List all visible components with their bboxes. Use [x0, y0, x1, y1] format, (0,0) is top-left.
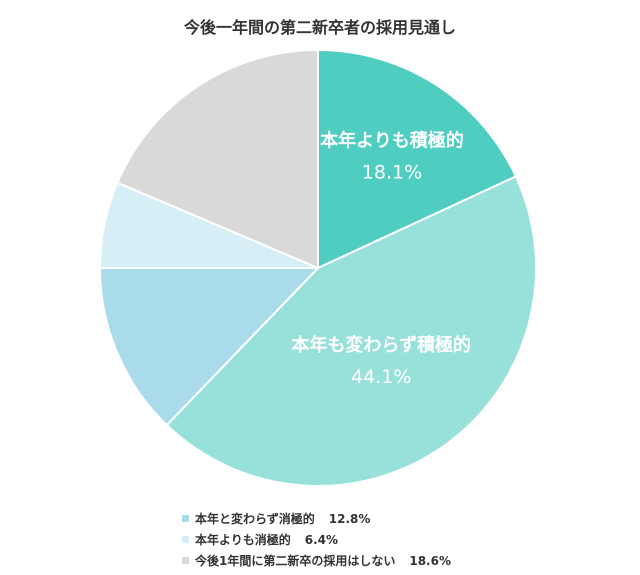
legend-item: 本年と変わらず消極的 12.8%: [182, 508, 451, 529]
legend-swatch: [182, 515, 189, 522]
slice-label: 本年も変わらず積極的: [291, 334, 471, 356]
legend-item: 今後1年間に第二新卒の採用はしない 18.6%: [182, 550, 451, 571]
pie-slice: [116, 48, 319, 270]
legend-value: 12.8%: [328, 511, 371, 526]
pie-chart: 本年よりも積極的 18.1% 本年も変わらず積極的 44.1%: [98, 48, 537, 487]
legend: 本年と変わらず消極的 12.8% 本年よりも消極的 6.4% 今後1年間に第二新…: [182, 508, 451, 571]
slice-value-label: 44.1%: [351, 366, 411, 388]
pie-slice: [98, 267, 321, 427]
legend-label: 今後1年間に第二新卒の採用はしない: [195, 554, 396, 568]
legend-swatch: [182, 536, 189, 543]
pie-slice: [317, 48, 518, 270]
slice-label: 本年よりも積極的: [320, 129, 464, 151]
legend-value: 18.6%: [409, 553, 451, 568]
chart-title: 今後一年間の第二新卒者の採用見通し: [183, 18, 456, 37]
legend-value: 6.4%: [304, 532, 339, 547]
legend-label: 本年と変わらず消極的: [195, 512, 315, 526]
pie-slice: [165, 175, 537, 487]
slice-value-label: 18.1%: [362, 161, 422, 183]
legend-swatch: [182, 557, 189, 564]
legend-label: 本年よりも消極的: [195, 533, 291, 547]
legend-item: 本年よりも消極的 6.4%: [182, 529, 451, 550]
